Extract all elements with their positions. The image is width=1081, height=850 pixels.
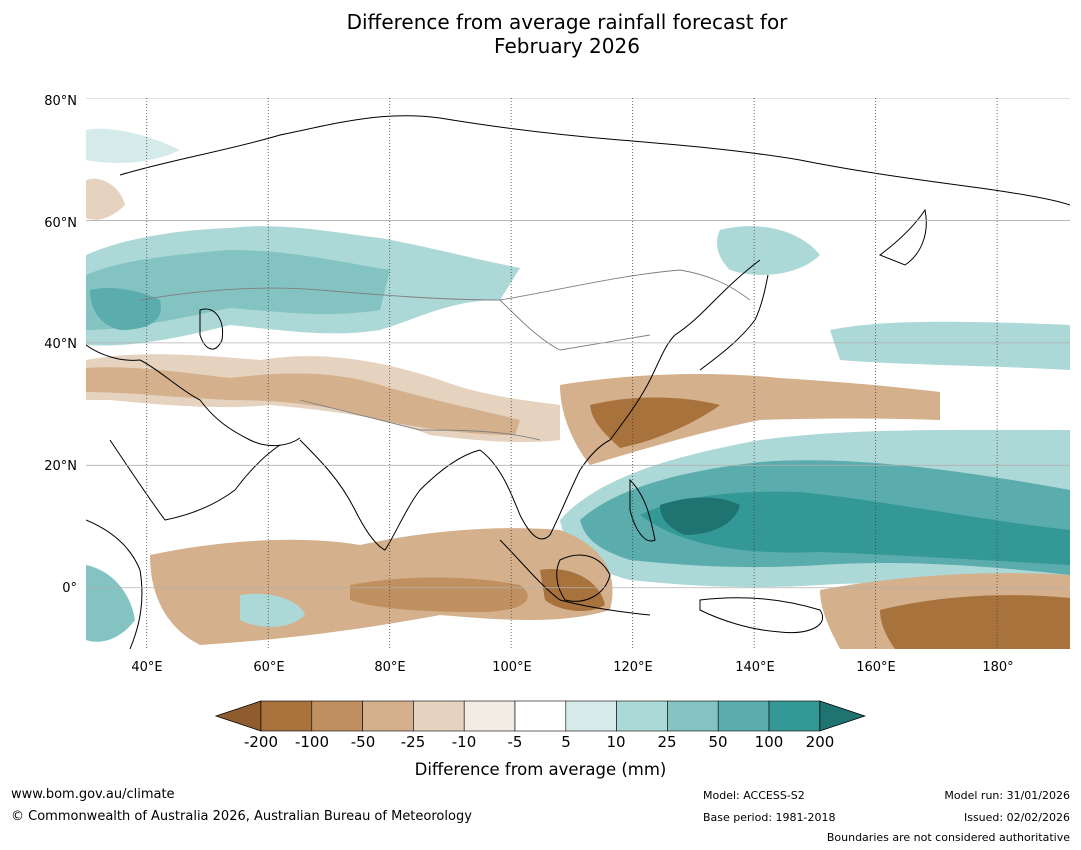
anomaly-area <box>540 569 605 612</box>
coastline <box>878 208 927 266</box>
map-title: Difference from average rainfall forecas… <box>0 10 1081 58</box>
lat-label: 0° <box>62 581 77 596</box>
colorbar-segment <box>514 700 567 732</box>
lat-label: 20°N <box>44 459 77 474</box>
coastline <box>629 478 656 542</box>
colorbar-tick: 5 <box>561 733 571 751</box>
bom-url-link[interactable]: www.bom.gov.au/climate <box>11 787 175 802</box>
lat-label: 60°N <box>44 216 77 231</box>
gridlines <box>86 98 1070 649</box>
colorbar-tick: -50 <box>350 733 376 751</box>
coastline <box>499 539 651 616</box>
lon-label: 100°E <box>492 660 532 675</box>
colorbar-tick: -10 <box>451 733 477 751</box>
colorbar-tick: 200 <box>805 733 835 751</box>
lon-label: 120°E <box>613 660 653 675</box>
anomaly-area <box>717 226 820 275</box>
title-line-1: Difference from average rainfall forecas… <box>346 10 788 34</box>
border <box>299 399 541 441</box>
border <box>139 269 751 301</box>
colorbar-segment <box>565 700 617 732</box>
coastline <box>699 274 769 371</box>
lon-label: 140°E <box>735 660 775 675</box>
anomaly-area <box>86 128 180 163</box>
colorbar-segment <box>362 700 414 732</box>
lat-label: 40°N <box>44 337 77 352</box>
anomaly-area <box>590 397 720 448</box>
coastlines <box>86 115 1070 649</box>
lon-label: 160°E <box>856 660 896 675</box>
colorbar-segment <box>616 700 668 732</box>
colorbar-segment <box>717 700 770 732</box>
colorbar-segment <box>667 700 719 732</box>
coastline <box>299 439 481 551</box>
model-name: Model: ACCESS-S2 <box>703 789 805 802</box>
colorbar-segments <box>214 700 867 732</box>
title-line-2: February 2026 <box>494 34 640 58</box>
anomaly-area <box>240 593 305 627</box>
border <box>499 299 651 351</box>
colorbar-tick: 50 <box>708 733 728 751</box>
colorbar-tick: -5 <box>507 733 523 751</box>
colorbar-segment <box>463 700 516 732</box>
colorbar-tick: -100 <box>294 733 330 751</box>
country-borders <box>139 269 751 441</box>
coastline <box>86 519 143 649</box>
colorbar-label: Difference from average (mm) <box>414 760 667 779</box>
coastline <box>199 308 224 350</box>
copyright-text: © Commonwealth of Australia 2026, Austra… <box>11 809 472 824</box>
colorbar-tick: -200 <box>243 733 279 751</box>
coastline <box>86 344 301 447</box>
anomaly-area <box>880 595 1070 649</box>
anomaly-shading <box>86 128 1070 649</box>
colorbar-segment <box>768 700 821 732</box>
colorbar-extend-high <box>819 700 867 732</box>
anomaly-area <box>86 565 135 642</box>
anomaly-area <box>86 250 390 330</box>
colorbar-tick: 25 <box>657 733 677 751</box>
coastline <box>109 439 281 521</box>
coastline <box>699 597 823 634</box>
base-period: Base period: 1981-2018 <box>703 811 836 824</box>
colorbar-segment <box>311 700 363 732</box>
colorbar-segment <box>260 700 313 732</box>
lon-label: 60°E <box>253 660 285 675</box>
colorbar-extend-low <box>214 700 262 732</box>
anomaly-area <box>640 491 1070 565</box>
lon-label: 180° <box>982 660 1014 675</box>
colorbar-tick: 10 <box>606 733 626 751</box>
anomaly-area <box>90 288 161 330</box>
colorbar-segment <box>413 700 465 732</box>
coastline <box>479 439 611 540</box>
model-run-date: Model run: 31/01/2026 <box>944 789 1070 802</box>
anomaly-area <box>830 321 1070 370</box>
lon-label: 40°E <box>131 660 163 675</box>
issued-date: Issued: 02/02/2026 <box>963 811 1070 824</box>
anomaly-area <box>350 577 528 612</box>
lat-label: 80°N <box>44 94 77 109</box>
lon-label: 80°E <box>374 660 406 675</box>
anomaly-area <box>560 374 940 465</box>
rainfall-anomaly-map <box>86 98 1070 649</box>
boundaries-disclaimer: Boundaries are not considered authoritat… <box>826 831 1070 844</box>
colorbar-tick: -25 <box>400 733 426 751</box>
coastline <box>556 554 611 602</box>
anomaly-area <box>660 497 740 535</box>
anomaly-area <box>86 178 125 220</box>
colorbar-tick: 100 <box>754 733 784 751</box>
coastline <box>609 259 761 441</box>
coastline <box>119 115 1070 206</box>
